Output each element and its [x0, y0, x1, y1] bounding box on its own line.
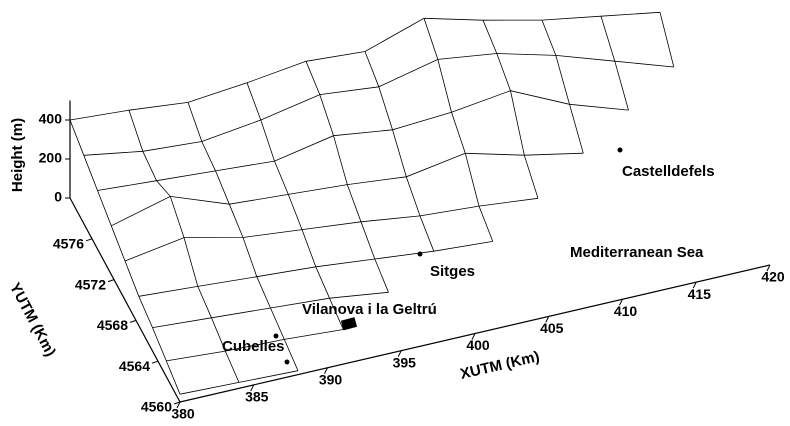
annotation: Sitges: [430, 263, 475, 280]
surface-line: [601, 16, 629, 110]
annotation: Castelldefels: [622, 163, 715, 180]
x-tick-label: 405: [540, 320, 564, 336]
y-tick: [86, 239, 92, 241]
y-tick: [108, 280, 114, 282]
annotation: Cubelles: [222, 338, 285, 355]
surface-line: [125, 198, 538, 261]
x-tick-label: 420: [761, 269, 785, 285]
y-axis-title: YUTM (Km): [6, 280, 59, 359]
y-tick: [130, 320, 136, 322]
x-tick-label: 380: [171, 406, 195, 422]
surface-line: [306, 61, 389, 292]
town-marker: [341, 317, 357, 330]
surface-line: [660, 12, 674, 67]
town-marker: [618, 148, 623, 153]
x-axis-title: XUTM (Km): [459, 348, 542, 383]
surface-line: [180, 371, 298, 395]
annotation: Vilanova i la Geltrú: [302, 301, 437, 318]
x-tick-label: 395: [393, 354, 417, 370]
surface-line: [70, 12, 660, 120]
surface-line: [98, 91, 629, 191]
y-tick: [152, 361, 158, 363]
y-tick-label: 4572: [75, 276, 106, 292]
surface-line: [424, 18, 493, 241]
surface-line: [365, 52, 434, 252]
page: {"chart_data": { "type": "surface", "x_l…: [0, 0, 790, 426]
surface-line: [70, 120, 180, 394]
x-tick-label: 390: [319, 371, 343, 387]
x-tick-label: 385: [245, 389, 269, 405]
y-tick-label: 4564: [119, 358, 150, 374]
z-tick-label: 200: [39, 150, 63, 166]
y-tick-label: 4576: [53, 236, 84, 252]
surface-line: [111, 153, 583, 226]
z-tick-label: 0: [54, 189, 62, 205]
town-marker: [418, 252, 423, 257]
x-tick-label: 410: [614, 303, 638, 319]
town-marker: [274, 334, 279, 339]
x-tick-label: 415: [688, 286, 712, 302]
y-tick-label: 4568: [97, 317, 128, 333]
surface-line: [542, 20, 583, 153]
annotation: Mediterranean Sea: [570, 244, 704, 261]
surface-line: [188, 102, 298, 370]
chart: Height (m) YUTM (Km) XUTM (Km) 380 385 390…: [0, 0, 790, 426]
y-tick-label: 4560: [141, 399, 172, 415]
x-tick-label: 400: [466, 337, 490, 353]
z-tick-label: 400: [39, 111, 63, 127]
z-axis-title: Height (m): [9, 118, 26, 192]
town-marker: [285, 360, 290, 365]
surface-line: [483, 20, 538, 198]
